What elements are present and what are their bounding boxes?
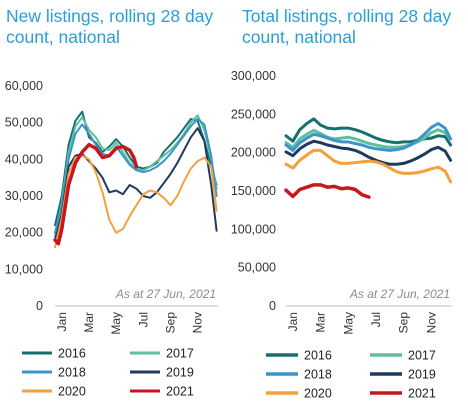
new-listings-title: New listings, rolling 28 day count, nati… xyxy=(6,6,214,47)
legend-label-2019: 2019 xyxy=(408,368,436,382)
y-tick-label: 50,000 xyxy=(238,261,276,275)
x-tick-label: May xyxy=(109,312,123,335)
series-line-2019 xyxy=(284,139,453,166)
legend-label-2018: 2018 xyxy=(58,366,86,380)
y-tick-label: 0 xyxy=(269,299,276,313)
y-tick-label: 300,000 xyxy=(231,69,276,83)
total-listings-title: Total listings, rolling 28 day count, na… xyxy=(242,6,452,47)
x-tick-label: Nov xyxy=(191,312,205,333)
x-tick-label: Mar xyxy=(314,312,328,333)
total-listings-panel: Total listings, rolling 28 day count, na… xyxy=(231,0,468,410)
x-tick-label: Sep xyxy=(163,312,177,334)
x-tick-label: Jan xyxy=(55,312,69,331)
legend-label-2021: 2021 xyxy=(166,385,194,399)
legend-label-2021: 2021 xyxy=(408,387,436,401)
legend-label-2020: 2020 xyxy=(58,385,86,399)
legend-label-2016: 2016 xyxy=(58,347,86,361)
y-tick-label: 200,000 xyxy=(231,146,276,160)
y-tick-label: 0 xyxy=(36,299,43,313)
y-tick-label: 20,000 xyxy=(5,226,43,240)
series-line-2017 xyxy=(54,114,218,238)
as-at-note: As at 27 Jun, 2021 xyxy=(349,287,450,301)
series-line-2020 xyxy=(54,154,218,249)
x-tick-label: Sep xyxy=(397,312,411,334)
series-line-2021 xyxy=(284,183,371,199)
series-line-2019 xyxy=(54,127,218,241)
new-listings-chart: 0 10,000 20,000 30,000 40,000 50,000 60,000 Jan… xyxy=(5,79,218,399)
x-tick-label: Jul xyxy=(369,312,383,327)
y-tick-label: 40,000 xyxy=(5,152,43,166)
x-tick-label: Jul xyxy=(136,312,150,327)
x-tick-label: May xyxy=(341,312,355,335)
x-tick-label: Jan xyxy=(286,312,300,331)
y-tick-label: 50,000 xyxy=(5,116,43,130)
total-listings-chart: 0 50,000 100,000 150,000 200,000 250,000 300,0… xyxy=(231,69,453,401)
legend-label-2018: 2018 xyxy=(304,368,332,382)
legend-label-2017: 2017 xyxy=(408,349,436,363)
series-line-2021 xyxy=(53,142,139,246)
y-tick-label: 30,000 xyxy=(5,189,43,203)
y-tick-label: 60,000 xyxy=(5,79,43,93)
series-line-2020 xyxy=(284,148,453,184)
legend-label-2016: 2016 xyxy=(304,349,332,363)
y-tick-label: 150,000 xyxy=(231,184,276,198)
y-tick-label: 250,000 xyxy=(231,107,276,121)
legend-label-2020: 2020 xyxy=(304,387,332,401)
legend-label-2017: 2017 xyxy=(166,347,194,361)
y-tick-label: 100,000 xyxy=(231,222,276,236)
x-tick-label: Mar xyxy=(82,312,96,333)
series-line-2018 xyxy=(284,122,453,152)
series-line-2018 xyxy=(54,118,218,234)
series-line-2017 xyxy=(284,128,453,149)
x-tick-label: Nov xyxy=(424,312,438,333)
y-tick-label: 10,000 xyxy=(5,262,43,276)
legend-label-2019: 2019 xyxy=(166,366,194,380)
as-at-note: As at 27 Jun, 2021 xyxy=(115,287,216,301)
new-listings-panel: New listings, rolling 28 day count, nati… xyxy=(5,6,218,399)
